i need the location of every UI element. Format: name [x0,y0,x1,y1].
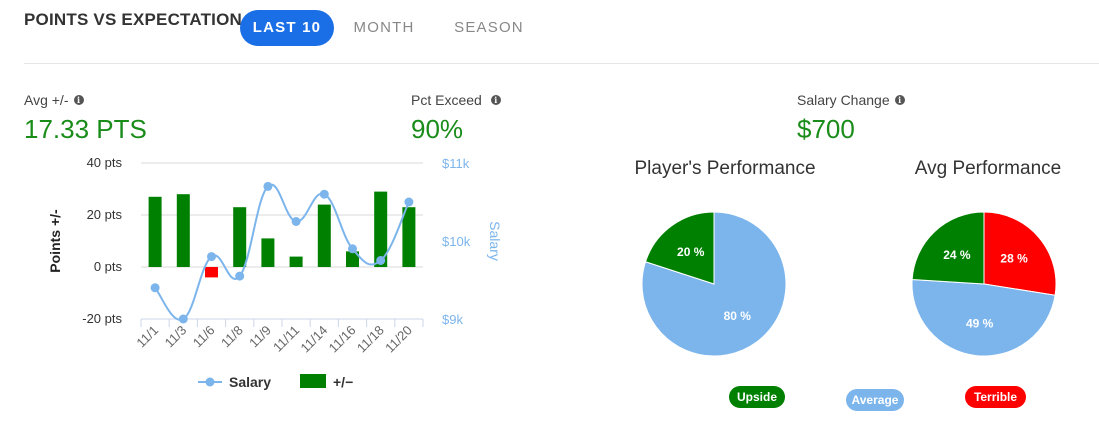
bar[interactable] [148,196,162,267]
x-tick-label: 11/18 [354,323,387,356]
bar[interactable] [374,191,388,267]
pie-slice[interactable] [983,211,1057,296]
bar[interactable] [289,256,303,267]
pie-chart-player: 0 %80 %20 % [641,211,787,357]
legend-terrible-badge[interactable]: Terrible [965,386,1026,408]
pie-chart-avg: 28 % 49 % 24 % [911,211,1057,357]
salary-point[interactable] [319,189,329,199]
salary-line [154,183,410,321]
x-tick-label: 11/6 [190,323,218,351]
y-tick-label: -20 pts [82,311,122,326]
pie-slice[interactable] [641,211,787,357]
salary-point[interactable] [178,314,188,324]
bar[interactable] [261,238,275,267]
pie-title-player: Player's Performance [634,158,816,179]
y2-tick-label: $11k [442,156,470,171]
salary-point[interactable] [291,217,301,226]
y2-tick-label: $10k [442,234,471,249]
salary-point[interactable] [263,181,273,191]
pie-slice[interactable] [911,278,1056,357]
bar[interactable] [205,267,218,278]
x-tick-label: 11/3 [162,323,190,351]
salary-change-stat: Salary Change i $700 [797,92,905,145]
legend-upside-badge[interactable]: Upside [729,386,785,408]
x-tick-label: 11/11 [270,323,302,355]
x-tick-label: 11/9 [246,323,274,351]
salary-point[interactable] [404,197,414,207]
avg-stat: Avg +/- i 17.33 PTS [24,92,147,145]
salary-point[interactable] [235,271,245,281]
pct-exceed-stat: Pct Exceed i 90% [411,92,501,145]
pct-exceed-label: Pct Exceed [411,92,482,108]
info-icon[interactable]: i [73,95,84,105]
y2-axis-title: Salary [487,221,503,261]
info-icon[interactable]: i [894,95,905,105]
bar[interactable] [346,251,359,267]
legend-bar-swatch-icon [300,374,326,388]
pie-data-label: 49 % [966,316,994,330]
info-icon[interactable]: i [490,95,501,105]
y2-tick-label: $9k [442,312,463,327]
x-tick-label: 11/1 [133,323,161,351]
bar[interactable] [176,194,190,267]
combo-chart: 40 pts 20 pts 0 pts -20 pts $11k $10k $9k Point… [47,155,503,390]
bar[interactable] [233,207,247,267]
legend-bar-label[interactable]: +/− [333,374,353,390]
salary-point[interactable] [348,244,357,254]
x-tick-label: 11/14 [297,323,330,356]
pct-exceed-value: 90% [411,114,464,144]
y-tick-label: 20 pts [87,207,123,222]
x-tick-label: 11/16 [326,323,359,356]
avg-value: 17.33 PTS [24,114,147,144]
salary-change-value: $700 [797,114,855,144]
pie-data-label: 24 % [943,248,971,262]
y-tick-label: 40 pts [87,155,123,170]
bar[interactable] [402,207,416,267]
pie-data-label: 80 % [724,309,752,323]
widget-title: POINTS VS EXPECTATION [24,10,242,29]
bar[interactable] [317,204,331,267]
x-tick-label: 11/8 [218,323,246,351]
header: POINTS VS EXPECTATION LAST 10 MONTH SEAS… [24,0,1099,64]
salary-point[interactable] [376,256,386,265]
pie-data-label: 20 % [677,245,705,259]
legend-salary-marker-icon [205,377,215,387]
tab-season[interactable]: SEASON [454,19,524,36]
x-tick-label: 11/20 [382,323,415,356]
salary-point[interactable] [150,283,160,293]
pie-slice[interactable] [911,211,985,285]
salary-point[interactable] [207,252,216,262]
y-axis-title: Points +/- [47,209,63,273]
avg-label: Avg +/- [24,92,69,108]
tab-month[interactable]: MONTH [353,19,415,36]
legend-salary-label[interactable]: Salary [229,374,271,390]
y-tick-label: 0 pts [94,259,123,274]
pie-title-avg: Avg Performance [914,158,1062,179]
pie-slice[interactable] [644,211,715,285]
tab-last-10[interactable]: LAST 10 [240,10,334,46]
legend-average-badge[interactable]: Average [846,389,904,411]
pie-data-label: 28 % [1000,251,1028,265]
salary-change-label: Salary Change [797,92,890,108]
